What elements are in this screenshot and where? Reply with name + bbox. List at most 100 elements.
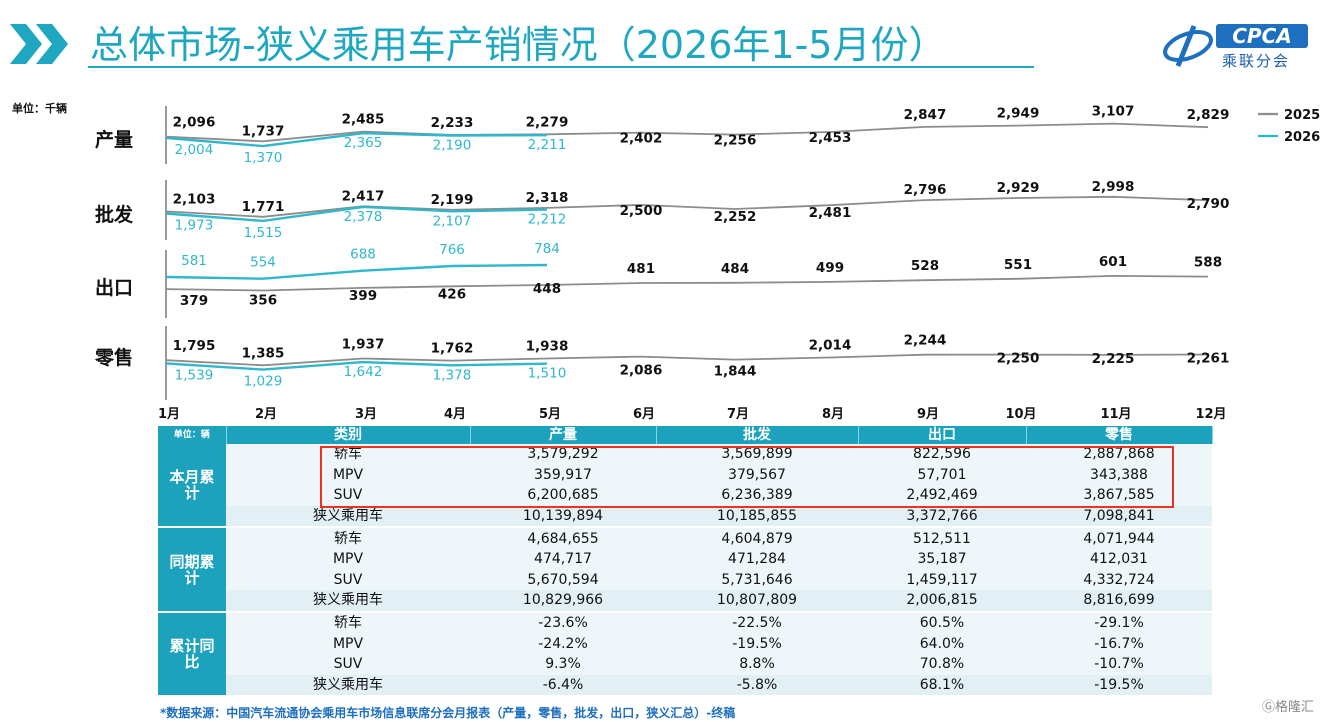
x-tick-label: 1月: [158, 407, 180, 422]
value-cell: 822,596: [858, 444, 1026, 465]
value-cell: -24.2%: [470, 633, 656, 654]
data-label: 2,500: [620, 203, 663, 219]
value-cell: 4,332,724: [1026, 569, 1212, 591]
value-cell: 471,284: [656, 548, 858, 570]
data-label: 551: [1004, 257, 1032, 273]
x-tick-label: 10月: [1005, 407, 1036, 422]
data-label: 2,212: [528, 212, 567, 228]
value-cell: 1,459,117: [858, 569, 1026, 591]
data-label: 2,929: [997, 180, 1040, 196]
value-cell: 10,139,894: [470, 505, 656, 528]
panel-label: 零售: [94, 346, 133, 369]
data-label: 1,385: [242, 345, 285, 361]
table-row: SUV 6,200,685 6,236,389 2,492,469 3,867,585: [158, 485, 1212, 506]
value-cell: 3,867,585: [1026, 485, 1212, 506]
data-label: 688: [350, 247, 376, 263]
category-cell: MPV: [226, 633, 470, 654]
value-cell: 512,511: [858, 526, 1026, 549]
data-label: 499: [816, 260, 844, 276]
double-chevron-icon: [10, 24, 68, 64]
value-cell: 64.0%: [858, 633, 1026, 654]
data-label: 2,211: [528, 137, 567, 153]
series-line-2026: [165, 360, 548, 371]
table-row: SUV 5,670,594 5,731,646 1,459,117 4,332,724: [158, 569, 1212, 591]
watermark-text: 格隆汇: [1274, 700, 1314, 715]
value-cell: 3,372,766: [858, 505, 1026, 528]
category-cell: SUV: [226, 653, 470, 675]
data-label: 2,233: [431, 115, 474, 131]
data-label: 528: [911, 258, 939, 274]
data-label: 448: [533, 281, 561, 297]
data-label: 1,515: [244, 225, 283, 241]
data-label: 2,279: [526, 114, 569, 130]
value-cell: 57,701: [858, 464, 1026, 486]
category-cell: 狭义乘用车: [226, 590, 470, 612]
data-label: 2,256: [714, 133, 757, 149]
header-export: 出口: [858, 426, 1027, 444]
value-cell: 4,604,879: [656, 526, 858, 549]
value-cell: 379,567: [656, 464, 858, 486]
table-row: 累计同比 轿车 -23.6% -22.5% 60.5% -29.1%: [158, 610, 1212, 696]
value-cell: -19.5%: [656, 633, 858, 654]
data-label: 2,225: [1092, 351, 1135, 367]
title-underline: [88, 66, 1034, 68]
data-label: 2,481: [809, 205, 852, 221]
value-cell: 3,579,292: [470, 444, 656, 465]
logo-badge: CPCA: [1216, 24, 1308, 48]
panel-label: 出口: [95, 276, 133, 299]
value-cell: -16.7%: [1026, 633, 1212, 654]
table-unit-cell: 单位：辆: [158, 426, 227, 444]
summary-table: 单位：辆 类别 产量 批发 出口 零售 本月累计 轿车 3,579,292 3,569…: [158, 426, 1213, 696]
value-cell: 6,200,685: [470, 485, 656, 506]
data-label: 2,378: [344, 209, 383, 225]
data-label: 399: [349, 288, 377, 304]
data-label: 1,539: [175, 367, 214, 383]
x-tick-label: 2月: [255, 407, 277, 422]
data-label: 426: [438, 286, 466, 302]
data-label: 2,103: [173, 191, 216, 207]
legend-label: 2026: [1284, 130, 1320, 145]
panel-label: 产量: [95, 128, 133, 151]
value-cell: 343,388: [1026, 464, 1212, 486]
value-cell: 8.8%: [656, 653, 858, 675]
value-cell: 5,670,594: [470, 569, 656, 591]
data-label: 2,847: [904, 107, 947, 123]
value-cell: 5,731,646: [656, 569, 858, 591]
data-label: 484: [721, 261, 749, 277]
table-header-row: 单位：辆 类别 产量 批发 出口 零售: [158, 426, 1213, 444]
x-tick-label: 7月: [727, 407, 749, 422]
series-line-2026: [165, 205, 548, 223]
data-label: 1,844: [714, 364, 757, 380]
category-cell: MPV: [226, 548, 470, 570]
value-cell: 10,807,809: [656, 590, 858, 612]
unit-label: 单位：千辆: [12, 102, 67, 115]
data-label: 554: [250, 255, 276, 271]
data-label: 2,086: [620, 363, 663, 379]
value-cell: 2,492,469: [858, 485, 1026, 506]
watermark: Ⓖ格隆汇: [1262, 696, 1314, 715]
x-tick-label: 4月: [444, 407, 466, 422]
value-cell: 412,031: [1026, 548, 1212, 570]
group-label: 同期累计: [158, 526, 226, 612]
x-tick-label: 6月: [633, 407, 655, 422]
value-cell: 10,185,855: [656, 505, 858, 528]
value-cell: 4,684,655: [470, 526, 656, 549]
data-label: 3,107: [1092, 104, 1135, 120]
table-row: 本月累计 轿车 3,579,292 3,569,899 822,596 2,887,868: [158, 444, 1212, 528]
category-cell: SUV: [226, 485, 470, 506]
table-row: 狭义乘用车 10,139,894 10,185,855 3,372,766 7,098,…: [158, 505, 1212, 528]
data-label: 2,365: [344, 135, 383, 151]
value-cell: 3,569,899: [656, 444, 858, 465]
group-label: 本月累计: [158, 444, 226, 528]
data-label: 2,453: [809, 130, 852, 146]
cpca-logo: CPCA 乘联分会: [1160, 22, 1310, 72]
category-cell: MPV: [226, 464, 470, 486]
page-title: 总体市场-狭义乘用车产销情况（2026年1-5月份）: [90, 23, 947, 67]
data-label: 2,998: [1092, 179, 1135, 195]
x-tick-label: 8月: [822, 407, 844, 422]
category-cell: 狭义乘用车: [226, 505, 470, 528]
logo-swirl-icon: [1163, 25, 1213, 67]
category-cell: 轿车: [226, 526, 470, 549]
data-label: 601: [1099, 254, 1127, 270]
data-label: 2,796: [904, 182, 947, 198]
